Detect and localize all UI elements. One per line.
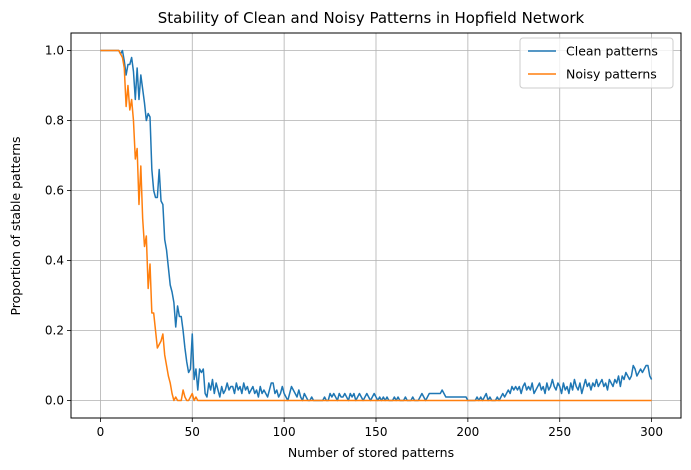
legend-label-clean: Clean patterns bbox=[566, 44, 658, 59]
x-tick-label: 0 bbox=[97, 425, 105, 439]
y-tick-label: 0.6 bbox=[45, 184, 64, 198]
x-tick-label: 150 bbox=[365, 425, 388, 439]
y-axis-label: Proportion of stable patterns bbox=[8, 136, 23, 315]
grid-lines bbox=[71, 33, 681, 418]
x-tick-label: 100 bbox=[273, 425, 296, 439]
series-line-clean bbox=[100, 49, 653, 402]
x-tick-label: 200 bbox=[456, 425, 479, 439]
x-tick-label: 50 bbox=[185, 425, 200, 439]
x-tick-label: 250 bbox=[548, 425, 571, 439]
y-tick-label: 0.4 bbox=[45, 254, 64, 268]
series-line-noisy bbox=[100, 49, 652, 402]
x-tick-label: 300 bbox=[640, 425, 663, 439]
chart-title: Stability of Clean and Noisy Patterns in… bbox=[158, 9, 585, 27]
legend-box bbox=[519, 37, 674, 89]
legend-label-noisy: Noisy patterns bbox=[566, 67, 657, 82]
legend: Clean patterns Noisy patterns bbox=[519, 37, 674, 89]
y-tick-label: 0.2 bbox=[45, 324, 64, 338]
y-tick-label: 0.0 bbox=[45, 394, 64, 408]
y-tick-label: 1.0 bbox=[45, 44, 64, 58]
x-axis-label: Number of stored patterns bbox=[288, 445, 454, 460]
y-tick-label: 0.8 bbox=[45, 114, 64, 128]
series-layer bbox=[100, 49, 653, 402]
axis-ticks: 0 50 100 150 200 250 300 0.0 0.2 0.4 0.6 0.8 1.0 bbox=[45, 44, 663, 440]
